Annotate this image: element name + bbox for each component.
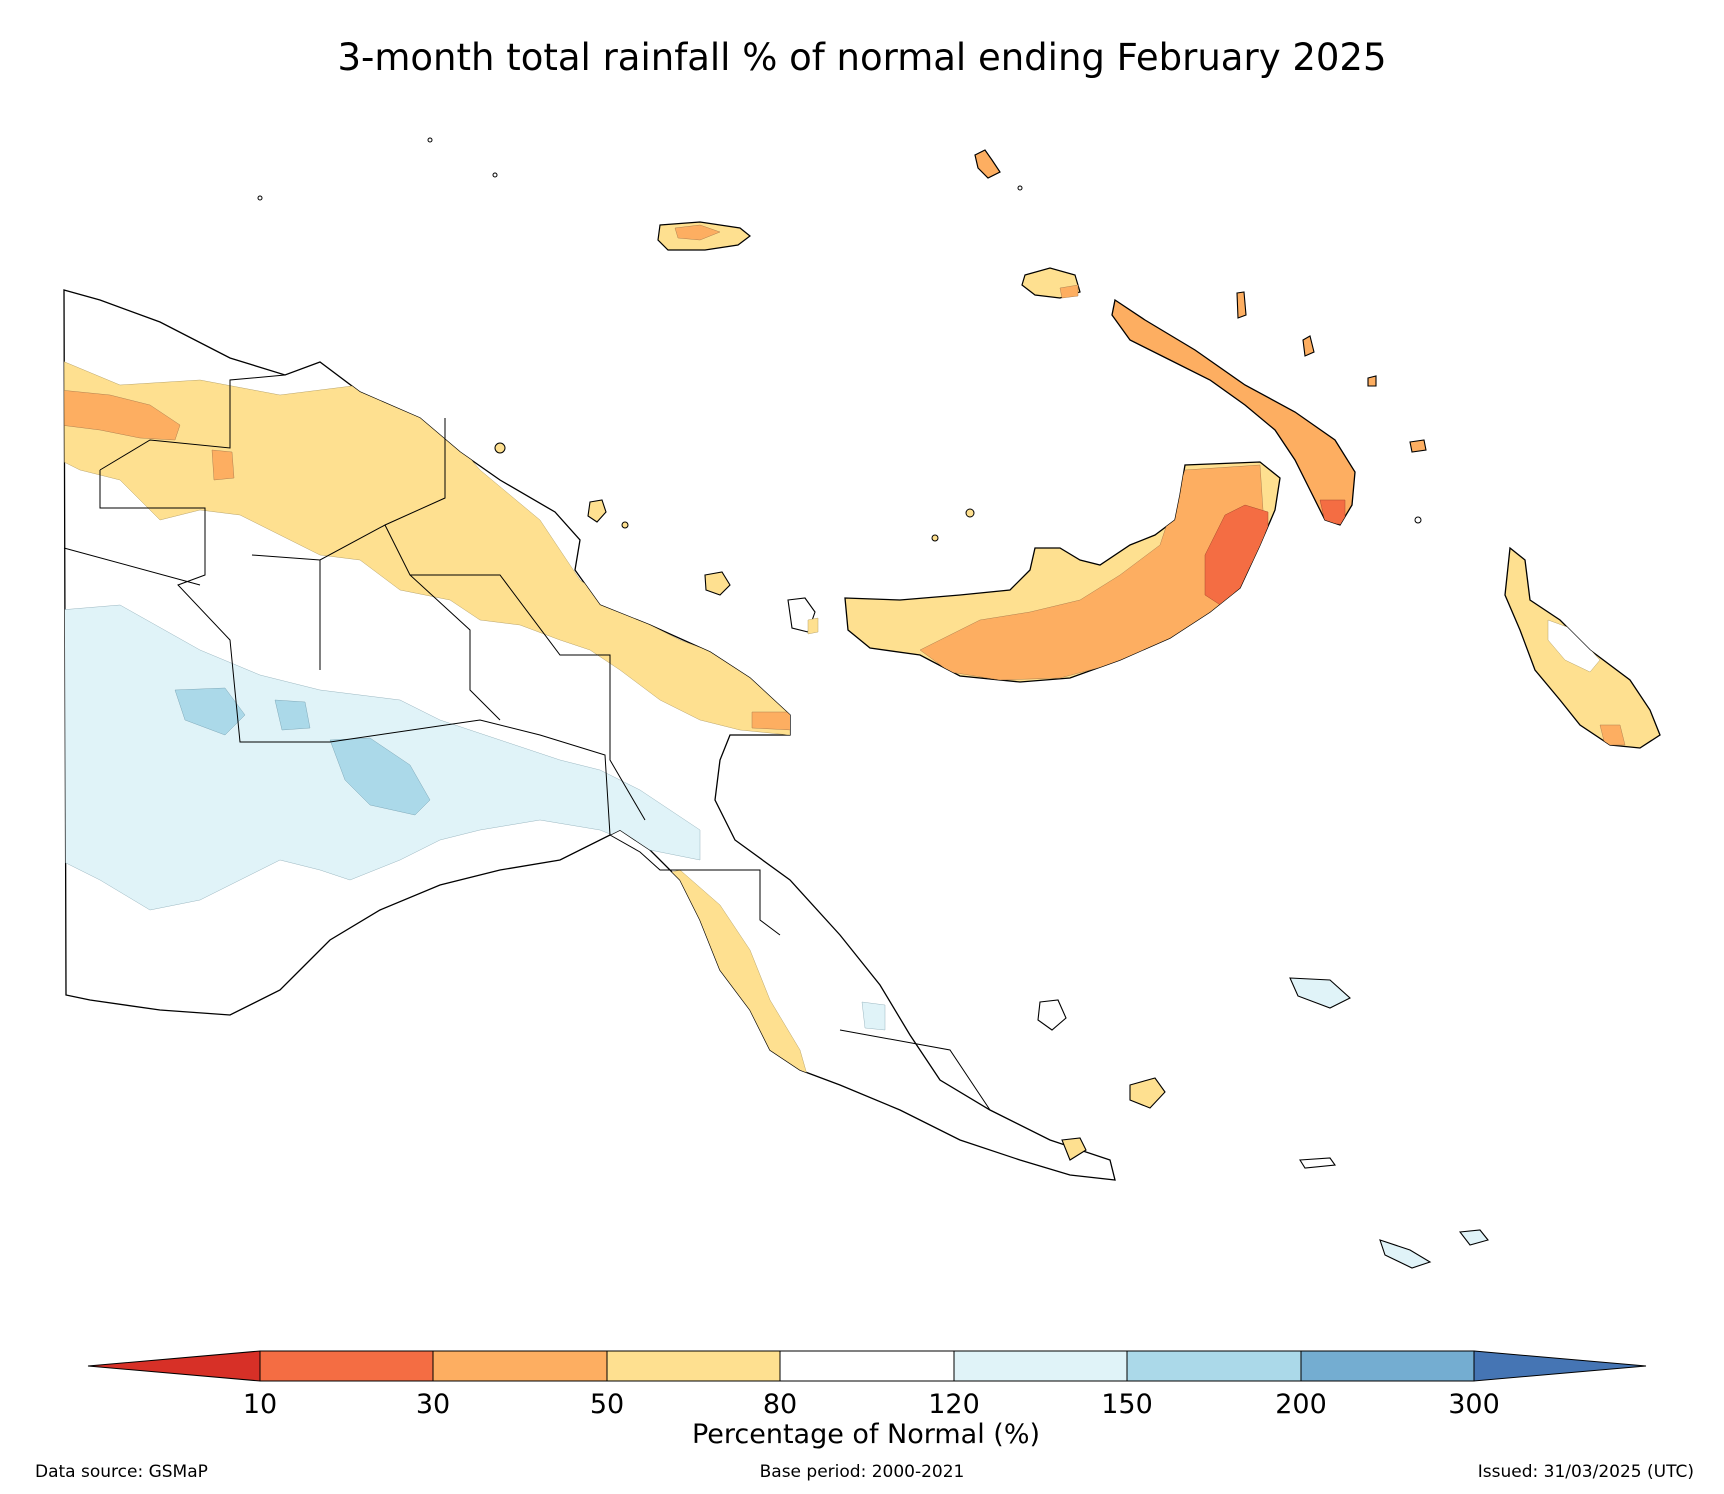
wetter-spot <box>274 699 311 731</box>
misima-island <box>1299 1157 1336 1169</box>
islet-1 <box>257 195 263 201</box>
base-period: Base period: 2000-2021 <box>759 1462 965 1482</box>
islet-4 <box>1017 185 1023 191</box>
colorbar-tick-80: 80 <box>763 1389 797 1420</box>
long-island <box>704 571 731 596</box>
colorbar-under-triangle <box>87 1350 261 1382</box>
new-ireland <box>1111 298 1356 526</box>
data-source: Data source: GSMaP <box>35 1462 208 1482</box>
south-cape-dry <box>1061 1137 1087 1161</box>
tabar-island <box>1236 291 1247 319</box>
karkar-island <box>587 499 607 523</box>
umboi-dry <box>807 617 819 635</box>
wetter-zone-fly <box>329 737 431 816</box>
colorbar-label: Percentage of Normal (%) <box>692 1419 1040 1450</box>
islet-6 <box>965 508 975 518</box>
wet-spot-southeast <box>861 1001 886 1031</box>
colorbar-tick-120: 120 <box>928 1389 980 1420</box>
colorbar-band-50-80 <box>606 1350 781 1382</box>
lihir-island <box>1302 335 1315 357</box>
very-dry-zone-north <box>64 389 181 441</box>
islet-3 <box>427 137 433 143</box>
mussau-island <box>974 149 1001 179</box>
wetter-zone-west <box>174 687 246 736</box>
tanga-island <box>1367 375 1377 387</box>
colorbar: 10 30 50 80 120 150 200 300 Percentage o… <box>87 1350 1647 1450</box>
bougainville <box>1504 546 1661 749</box>
colorbar-over-triangle <box>1473 1350 1647 1382</box>
extremely-dry-spot-ni <box>1319 499 1346 525</box>
colorbar-tick-200: 200 <box>1275 1389 1327 1420</box>
manus-very-dry <box>674 224 721 241</box>
colorbar-tick-30: 30 <box>416 1389 450 1420</box>
very-dry-zone-nb <box>919 464 1266 681</box>
islet-2 <box>492 172 498 178</box>
sudest-island <box>1379 1239 1432 1269</box>
islet-8 <box>621 521 629 529</box>
colorbar-band-200-300 <box>1300 1350 1475 1382</box>
colorbar-tick-50: 50 <box>590 1389 624 1420</box>
islet-9 <box>1414 516 1422 524</box>
small-islands <box>257 137 1489 1269</box>
very-dry-spot-madang <box>751 711 793 731</box>
colorbar-tick-300: 300 <box>1448 1389 1500 1420</box>
islet-7 <box>494 442 506 454</box>
colorbar-band-30-50 <box>432 1350 608 1382</box>
colorbar-tick-10: 10 <box>243 1389 277 1420</box>
feni-island <box>1409 439 1427 453</box>
trobriand-island <box>1289 977 1351 1009</box>
normanby-island <box>1129 1077 1166 1109</box>
colorbar-tick-150: 150 <box>1101 1389 1153 1420</box>
colorbar-band-120-150 <box>953 1350 1128 1382</box>
islet-5 <box>931 534 939 542</box>
colorbar-band-150-200 <box>1126 1350 1302 1382</box>
very-dry-spot-bougainville <box>1599 724 1626 746</box>
very-dry-spot-sepik <box>211 449 235 481</box>
new-britain <box>844 461 1281 683</box>
mainland <box>63 289 1116 1181</box>
colorbar-band-10-30 <box>259 1350 434 1382</box>
map-title: 3-month total rainfall % of normal endin… <box>337 36 1387 79</box>
colorbar-band-80-120 <box>779 1350 955 1382</box>
issued-date: Issued: 31/03/2025 (UTC) <box>1477 1462 1694 1482</box>
new-hanover-dry <box>1059 284 1079 299</box>
goodenough-island <box>1037 999 1067 1031</box>
rossel-island <box>1458 1229 1489 1246</box>
province-boundaries <box>63 374 991 1111</box>
